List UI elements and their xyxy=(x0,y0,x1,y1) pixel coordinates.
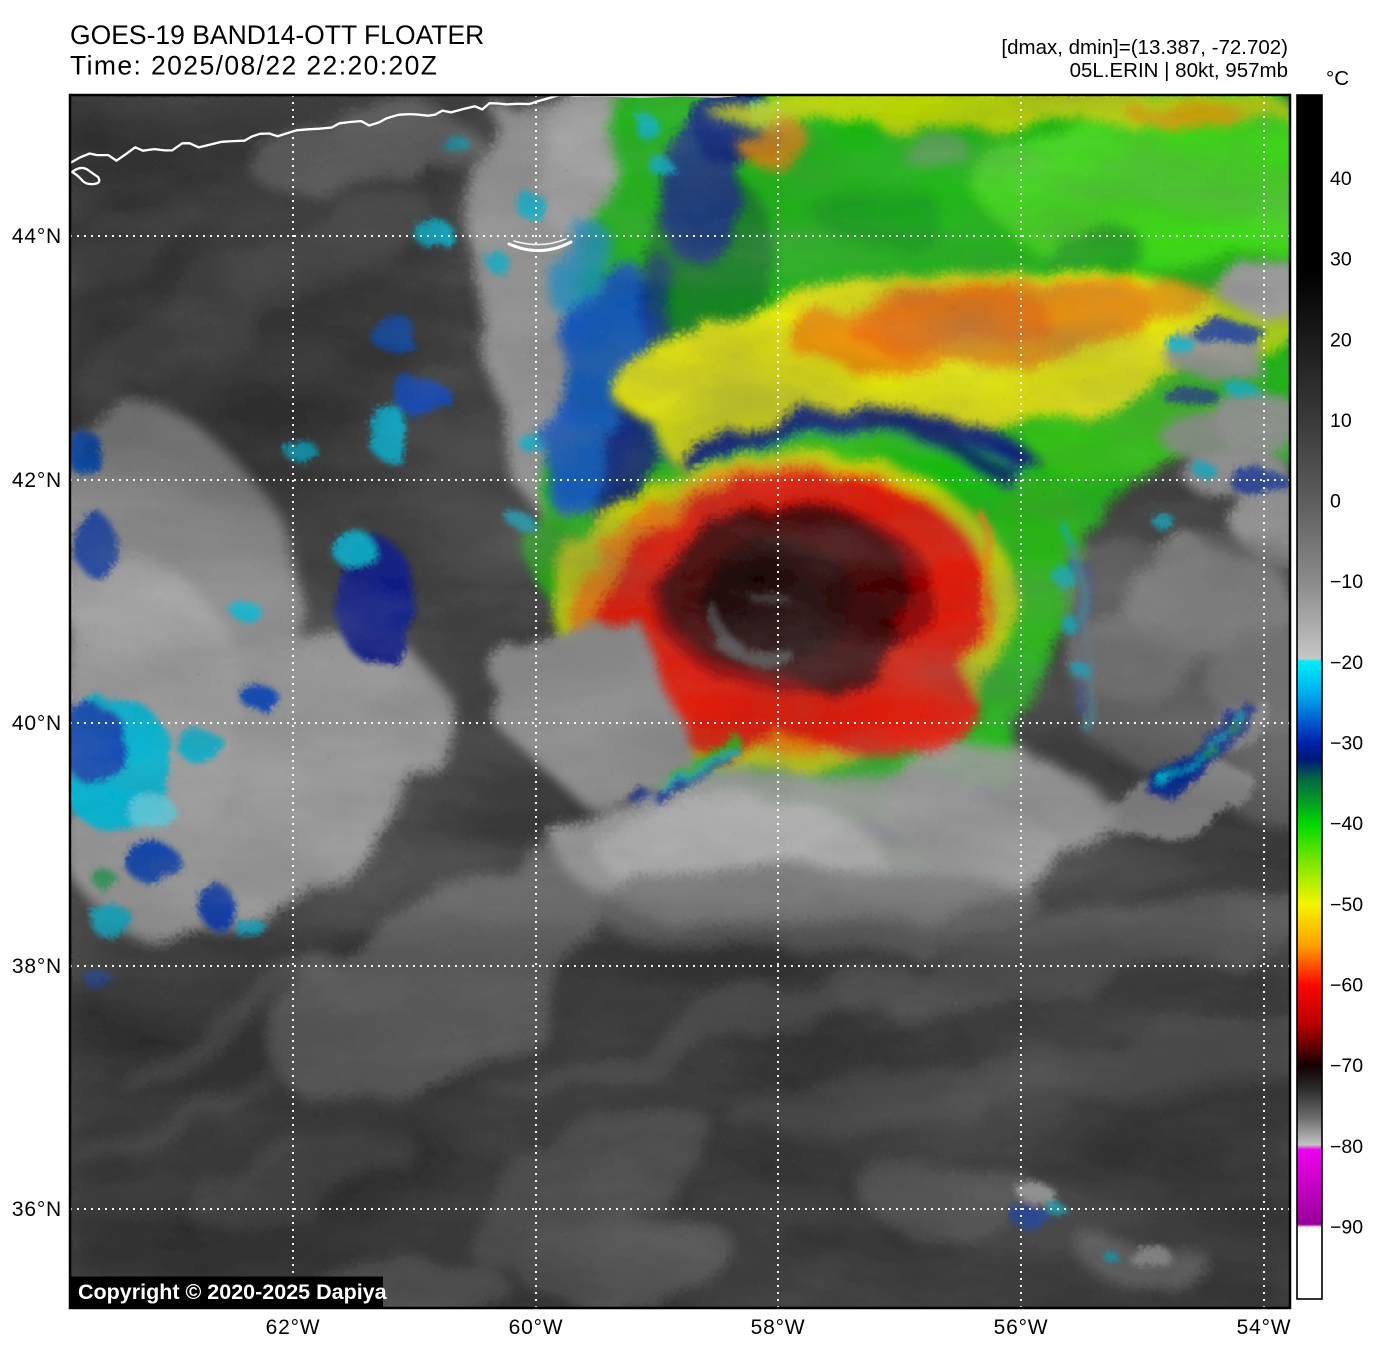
svg-text:20: 20 xyxy=(1330,329,1352,351)
svg-text:−80: −80 xyxy=(1330,1136,1363,1158)
svg-text:05L.ERIN | 80kt, 957mb: 05L.ERIN | 80kt, 957mb xyxy=(1070,59,1288,82)
svg-text:56°W: 56°W xyxy=(994,1316,1049,1339)
svg-text:−60: −60 xyxy=(1330,975,1363,997)
svg-text:40°N: 40°N xyxy=(12,712,62,735)
svg-text:−30: −30 xyxy=(1330,733,1363,755)
svg-text:30: 30 xyxy=(1330,249,1352,271)
svg-text:[dmax, dmin]=(13.387, -72.702): [dmax, dmin]=(13.387, -72.702) xyxy=(1001,36,1288,59)
svg-text:58°W: 58°W xyxy=(751,1316,806,1339)
svg-text:−50: −50 xyxy=(1330,894,1363,916)
svg-text:60°W: 60°W xyxy=(509,1316,564,1339)
svg-text:−40: −40 xyxy=(1330,813,1363,835)
svg-text:40: 40 xyxy=(1330,168,1352,190)
svg-text:−20: −20 xyxy=(1330,652,1363,674)
svg-text:44°N: 44°N xyxy=(12,225,62,248)
svg-text:62°W: 62°W xyxy=(266,1316,321,1339)
svg-text:54°W: 54°W xyxy=(1237,1316,1292,1339)
svg-text:°C: °C xyxy=(1326,67,1349,90)
svg-text:0: 0 xyxy=(1330,491,1341,513)
svg-text:42°N: 42°N xyxy=(12,469,62,492)
svg-text:Time: 2025/08/22 22:20:20Z: Time: 2025/08/22 22:20:20Z xyxy=(70,51,438,81)
svg-text:36°N: 36°N xyxy=(12,1198,62,1221)
svg-text:38°N: 38°N xyxy=(12,955,62,978)
svg-text:10: 10 xyxy=(1330,410,1352,432)
svg-text:−90: −90 xyxy=(1330,1217,1363,1239)
svg-text:−10: −10 xyxy=(1330,571,1363,593)
svg-text:−70: −70 xyxy=(1330,1055,1363,1077)
svg-text:GOES-19 BAND14-OTT FLOATER: GOES-19 BAND14-OTT FLOATER xyxy=(70,20,484,50)
svg-text:Copyright © 2020-2025 Dapiya: Copyright © 2020-2025 Dapiya xyxy=(78,1280,388,1304)
